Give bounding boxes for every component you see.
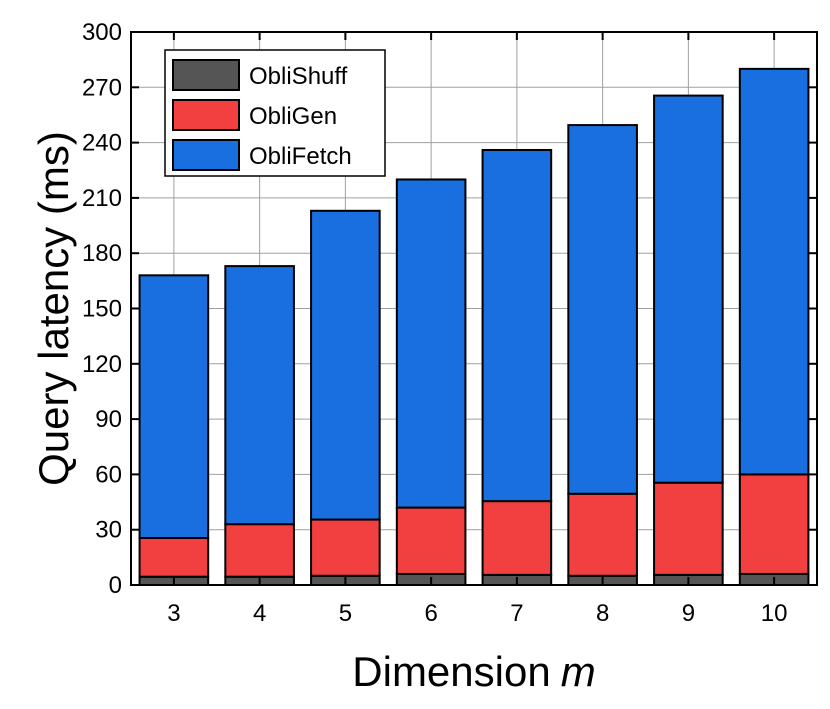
bar-obligen-10	[738, 473, 810, 575]
legend-label-obligen: ObliGen	[249, 103, 337, 130]
bar-oblifetch-7	[481, 148, 553, 503]
y-tick-label: 30	[95, 517, 122, 544]
y-tick-label: 240	[82, 130, 122, 157]
y-tick-label: 60	[95, 461, 122, 488]
bar-oblifetch-10	[738, 67, 810, 476]
bar-obligen-7	[481, 500, 553, 576]
bar-obligen-8	[567, 492, 638, 577]
legend-label-oblifetch: ObliFetch	[249, 143, 352, 170]
bar-oblifetch-4	[224, 265, 295, 526]
x-tick-label: 3	[167, 600, 180, 627]
y-tick-label: 0	[109, 572, 122, 599]
y-tick-label: 270	[82, 74, 122, 101]
y-axis-title: Query latency (ms)	[30, 131, 77, 486]
legend-swatch-oblifetch	[172, 139, 240, 171]
x-tick-label: 8	[596, 600, 609, 627]
bar-obligen-3	[138, 536, 210, 578]
bar-obligen-4	[224, 523, 295, 578]
y-tick-label: 180	[82, 240, 122, 267]
bar-obligen-5	[310, 518, 381, 577]
x-tick-label: 6	[424, 600, 437, 627]
y-tick-label: 120	[82, 351, 122, 378]
y-tick-label: 150	[82, 296, 122, 323]
bar-oblifetch-5	[310, 209, 381, 521]
y-tick-label: 300	[82, 19, 122, 46]
legend-swatch-oblishuff	[172, 59, 240, 91]
x-tick-label: 5	[339, 600, 352, 627]
bar-oblifetch-8	[567, 124, 638, 495]
bar-oblifetch-9	[653, 94, 724, 484]
x-tick-label: 7	[510, 600, 523, 627]
x-axis-title: Dimension m	[352, 648, 595, 695]
bar-oblifetch-3	[138, 274, 210, 539]
x-tick-label: 4	[253, 600, 266, 627]
bar-oblifetch-6	[395, 178, 467, 509]
bar-obligen-9	[653, 481, 724, 576]
y-tick-label: 210	[82, 185, 122, 212]
y-axis: 0 30 60 90 120 150 180 210 240 270 300	[82, 19, 817, 599]
y-tick-label: 90	[95, 406, 122, 433]
legend-label-oblishuff: ObliShuff	[249, 63, 348, 90]
x-tick-label: 10	[761, 600, 788, 627]
x-axis-title-variable: m	[561, 648, 596, 695]
bar-obligen-6	[395, 506, 467, 575]
bars	[138, 67, 810, 587]
legend: ObliShuff ObliGen ObliFetch	[164, 49, 386, 177]
legend-swatch-obligen	[172, 99, 240, 131]
x-axis-title-text: Dimension	[352, 648, 550, 695]
x-axis: 3 4 5 6 7 8 9 10	[167, 32, 787, 627]
x-tick-label: 9	[682, 600, 695, 627]
